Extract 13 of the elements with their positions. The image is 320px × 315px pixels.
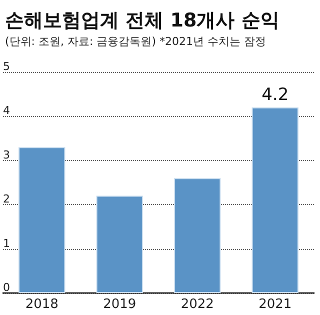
chart-subtitle: (단위: 조원, 자료: 금융감독원) *2021년 수치는 잠정	[5, 35, 266, 48]
data-label: 4.2	[262, 84, 289, 105]
x-tick-label: 2022	[180, 297, 214, 312]
y-tick-label: 3	[3, 148, 10, 162]
y-tick-label: 4	[3, 104, 10, 118]
x-tick-label: 2019	[103, 297, 136, 312]
chart-title: 손해보험업계 전체 18개사 순익	[5, 10, 280, 32]
x-tick-label: 2021	[258, 297, 292, 312]
y-tick-label: 2	[3, 192, 10, 206]
y-tick-label: 0	[3, 281, 10, 294]
y-tick-label: 1	[3, 236, 10, 250]
x-tick-label: 2018	[25, 297, 58, 312]
y-tick-label: 5	[3, 60, 10, 73]
